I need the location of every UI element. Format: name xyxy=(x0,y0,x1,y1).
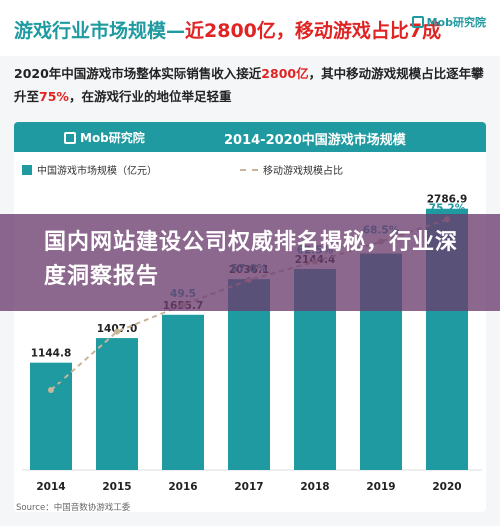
legend-swatch-line xyxy=(240,168,258,171)
x-tick-2018: 2018 xyxy=(300,481,329,493)
summary-s3: ，在游戏行业的地位举足轻重 xyxy=(68,89,232,104)
panel-logo: Mob研究院 xyxy=(64,129,145,146)
line-label-2020: 75.2% xyxy=(429,202,466,214)
chart-title: 2014-2020中国游戏市场规模 xyxy=(224,133,406,148)
x-tick-2017: 2017 xyxy=(234,481,263,493)
legend-swatch-bar xyxy=(22,164,32,175)
bar-2014 xyxy=(30,362,72,470)
x-tick-2015: 2015 xyxy=(102,481,131,493)
x-tick-2014: 2014 xyxy=(36,481,65,493)
summary-n1: 2800亿 xyxy=(261,66,309,81)
chart-legend: 中国游戏市场规模（亿元） 移动游戏规模占比 xyxy=(14,162,486,180)
panel-logo-text: Mob研究院 xyxy=(80,131,145,145)
summary-s2: ，其中移动游戏规模占比逐年攀升至 xyxy=(14,66,484,104)
panel-logo-icon xyxy=(64,131,76,144)
x-tick-2019: 2019 xyxy=(366,481,395,493)
summary-s1: 2020年中国游戏市场整体实际销售收入接近 xyxy=(14,66,262,81)
brand-name: Mob研究院 xyxy=(426,16,486,29)
line-point-2014 xyxy=(48,387,54,393)
headline: 游戏行业市场规模—近2800亿，移动游戏占比7成 xyxy=(14,16,441,43)
overlay-title: 国内网站建设公司权威排名揭秘，行业深度洞察报告 xyxy=(44,230,459,289)
source-note: Source：中国音数协游戏工委 xyxy=(16,503,131,513)
legend-label-bar: 中国游戏市场规模（亿元） xyxy=(37,166,157,177)
line-label-2014: 24.0 xyxy=(38,373,64,385)
headline-part1: 游戏行业市场规模— xyxy=(14,20,186,42)
summary-text: 2020年中国游戏市场整体实际销售收入接近2800亿，其中移动游戏规模占比逐年攀… xyxy=(14,62,484,108)
summary-n2: 75% xyxy=(39,89,69,104)
legend-label-line: 移动游戏规模占比 xyxy=(263,166,343,177)
brand-icon xyxy=(411,16,424,28)
header: 游戏行业市场规模—近2800亿，移动游戏占比7成 Mob研究院 xyxy=(0,0,500,56)
headline-part2: 近2800亿，移动游戏占比7成 xyxy=(185,20,442,42)
bar-label-2014: 1144.8 xyxy=(31,348,72,360)
brand-logo: Mob研究院 xyxy=(411,14,486,30)
bar-label-2020: 2786.9 xyxy=(427,194,468,206)
x-tick-2020: 2020 xyxy=(432,481,461,493)
line-point-2015 xyxy=(114,328,120,335)
title-overlay-band xyxy=(0,214,500,311)
bar-2016 xyxy=(162,314,204,470)
legend-item-bar: 中国游戏市场规模（亿元） xyxy=(22,162,157,177)
legend-item-line: 移动游戏规模占比 xyxy=(240,162,343,177)
bar-2015 xyxy=(96,338,138,470)
chart-title-bar: Mob研究院 2014-2020中国游戏市场规模 xyxy=(14,122,486,152)
x-tick-2016: 2016 xyxy=(168,481,197,493)
